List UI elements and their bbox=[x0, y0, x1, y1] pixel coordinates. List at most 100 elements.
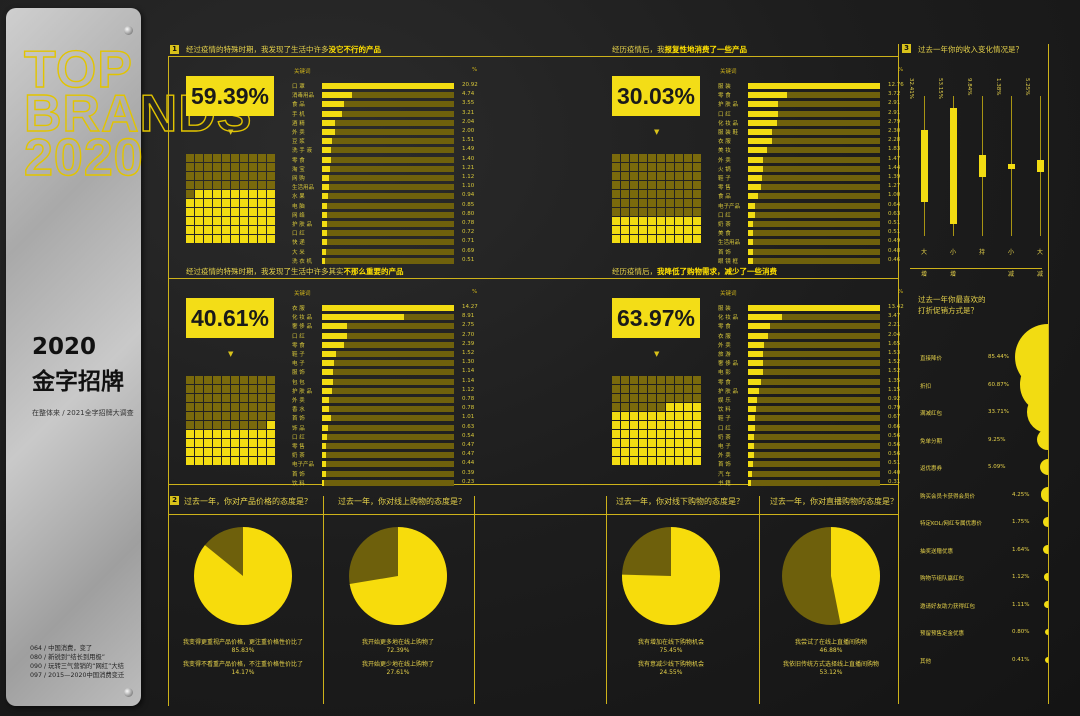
toc-item[interactable]: 080 / 新锐到“结长到用极” bbox=[30, 654, 106, 661]
bar bbox=[322, 406, 330, 413]
waffle-cell bbox=[186, 172, 194, 180]
waffle-cell bbox=[186, 226, 194, 234]
bar-track bbox=[322, 184, 454, 191]
column-header-keyword: 关键词 bbox=[294, 69, 311, 75]
bar bbox=[748, 184, 762, 191]
waffle-cell bbox=[621, 172, 629, 180]
waffle-cell bbox=[213, 208, 221, 216]
bar-value: 3.72 bbox=[888, 91, 901, 98]
waffle-cell bbox=[213, 172, 221, 180]
waffle-cell bbox=[204, 163, 212, 171]
bar bbox=[322, 239, 327, 246]
bar-value: 0.54 bbox=[462, 432, 475, 439]
bar-track bbox=[748, 305, 880, 311]
waffle-cell bbox=[195, 190, 203, 198]
waffle-cell bbox=[612, 439, 620, 447]
bar bbox=[748, 461, 753, 468]
waffle-cell bbox=[648, 181, 656, 189]
bar-label: 消毒用品 bbox=[292, 93, 315, 100]
bar bbox=[322, 138, 332, 145]
bar-track bbox=[748, 387, 880, 394]
waffle-cell bbox=[630, 172, 638, 180]
bar bbox=[748, 239, 754, 246]
waffle-cell bbox=[657, 385, 665, 393]
bar-label: 奢 侈 品 bbox=[718, 361, 738, 368]
waffle-cell bbox=[240, 421, 248, 429]
bar bbox=[748, 175, 763, 181]
bar-track bbox=[748, 397, 880, 403]
waffle-cell bbox=[612, 457, 620, 465]
pie-value: 85.83% bbox=[231, 647, 255, 654]
waffle-cell bbox=[195, 199, 203, 207]
waffle-cell bbox=[240, 226, 248, 234]
waffle-cell bbox=[639, 421, 647, 429]
waffle-cell bbox=[648, 448, 656, 456]
waffle-cell bbox=[639, 412, 647, 420]
pie-title: 过去一年，你对线下购物的态度是？ bbox=[616, 497, 744, 506]
waffle-cell bbox=[231, 217, 239, 225]
waffle-cell bbox=[249, 412, 257, 420]
bar-track bbox=[322, 156, 454, 163]
bar bbox=[322, 387, 333, 394]
waffle-cell bbox=[195, 457, 203, 465]
pie-note: 我有增加在线下购物机会 bbox=[637, 639, 704, 646]
bar-track bbox=[748, 101, 880, 108]
bar-value: 0.67 bbox=[888, 414, 901, 421]
pie-chart bbox=[194, 527, 292, 625]
waffle-cell bbox=[231, 163, 239, 171]
bar-value: 0.92 bbox=[888, 396, 901, 402]
waffle-cell bbox=[267, 163, 275, 171]
waffle-cell bbox=[195, 403, 203, 411]
waffle-cell bbox=[666, 430, 674, 438]
waffle-cell bbox=[666, 457, 674, 465]
candle-category: 持 bbox=[979, 249, 986, 256]
waffle-cell bbox=[657, 181, 665, 189]
waffle-cell bbox=[612, 448, 620, 456]
bar-track bbox=[748, 211, 880, 218]
waffle-cell bbox=[675, 439, 683, 447]
toc-item[interactable]: 097 / 2015—2020中国消费变迁 bbox=[30, 672, 125, 679]
promo-bubble bbox=[1040, 487, 1048, 502]
bar-track bbox=[322, 406, 454, 413]
waffle-cell bbox=[267, 394, 275, 402]
toc-item[interactable]: 064 / 中国消费，变了 bbox=[30, 645, 93, 652]
bar-track bbox=[748, 332, 880, 339]
bar-value: 1.12 bbox=[462, 386, 475, 393]
bar-value: 0.51 bbox=[888, 229, 901, 236]
waffle-cell bbox=[213, 199, 221, 207]
waffle-cell bbox=[213, 430, 221, 438]
waffle-cell bbox=[222, 190, 230, 198]
waffle-cell bbox=[213, 439, 221, 447]
waffle-cell bbox=[249, 403, 257, 411]
waffle-cell bbox=[222, 199, 230, 207]
waffle-cell bbox=[213, 376, 221, 384]
waffle-cell bbox=[693, 421, 701, 429]
waffle-cell bbox=[639, 448, 647, 456]
waffle-cell bbox=[240, 208, 248, 216]
bar-label: 洗 衣 机 bbox=[292, 258, 312, 265]
candle-category: 大 增 bbox=[921, 249, 928, 278]
waffle-cell bbox=[639, 217, 647, 225]
bar bbox=[748, 101, 779, 108]
toc-item[interactable]: 090 / 玩转三气营销的“网红”大结 bbox=[30, 663, 124, 670]
bar bbox=[322, 156, 331, 163]
waffle-cell bbox=[639, 430, 647, 438]
bar-label: 零 食 bbox=[292, 157, 305, 164]
bar-value: 0.56 bbox=[888, 451, 901, 458]
waffle-cell bbox=[693, 226, 701, 234]
waffle-cell bbox=[684, 217, 692, 225]
waffle-cell bbox=[675, 217, 683, 225]
bar-track bbox=[748, 83, 880, 89]
promo-bubble bbox=[1039, 458, 1048, 476]
waffle-chart bbox=[186, 154, 276, 243]
waffle-cell bbox=[231, 448, 239, 456]
waffle-cell bbox=[621, 430, 629, 438]
waffle-cell bbox=[186, 181, 194, 189]
bar-value: 1.10 bbox=[462, 183, 475, 190]
pie-title: 过去一年，你对产品价格的态度是？ bbox=[184, 497, 312, 506]
waffle-cell bbox=[204, 448, 212, 456]
bar-label: 电子产品 bbox=[292, 462, 315, 469]
promo-value: 9.25% bbox=[988, 436, 1006, 443]
waffle-cell bbox=[186, 403, 194, 411]
waffle-cell bbox=[258, 208, 266, 216]
